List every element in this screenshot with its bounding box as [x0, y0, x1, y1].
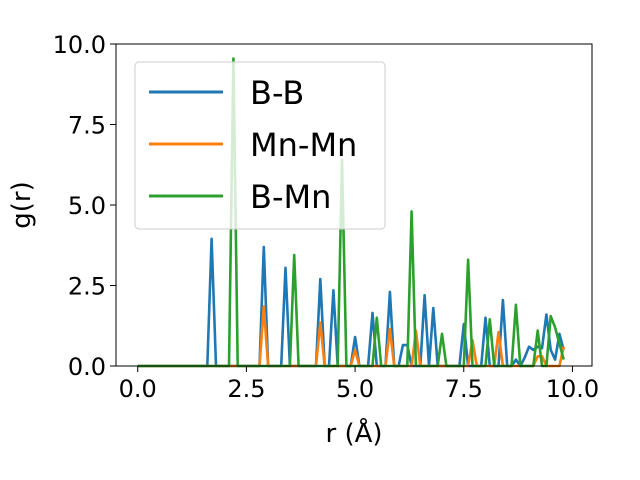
legend-box — [134, 61, 386, 230]
y-tick-label: 2.5 — [68, 273, 106, 301]
y-axis-label: g(r) — [7, 181, 37, 228]
ticks-layer: 0.0 2.5 5.0 7.5 10.0 0.0 2.5 5.0 7.5 10.0 — [53, 31, 600, 403]
x-tick-label: 5.0 — [336, 375, 374, 403]
x-tick-label: 7.5 — [445, 375, 483, 403]
y-tick-label: 10.0 — [53, 31, 106, 59]
x-tick-label: 0.0 — [119, 375, 157, 403]
x-axis-label: r (Å) — [325, 417, 382, 449]
x-tick-label: 10.0 — [546, 375, 599, 403]
y-tick-label: 5.0 — [68, 192, 106, 220]
legend: B-B Mn-Mn B-Mn — [134, 61, 386, 230]
legend-label-b-mn: B-Mn — [250, 178, 331, 216]
y-tick-label: 7.5 — [68, 112, 106, 140]
x-tick-label: 2.5 — [227, 375, 265, 403]
legend-label-b-b: B-B — [250, 74, 304, 112]
y-tick-label: 0.0 — [68, 353, 106, 381]
legend-label-mn-mn: Mn-Mn — [250, 126, 357, 164]
